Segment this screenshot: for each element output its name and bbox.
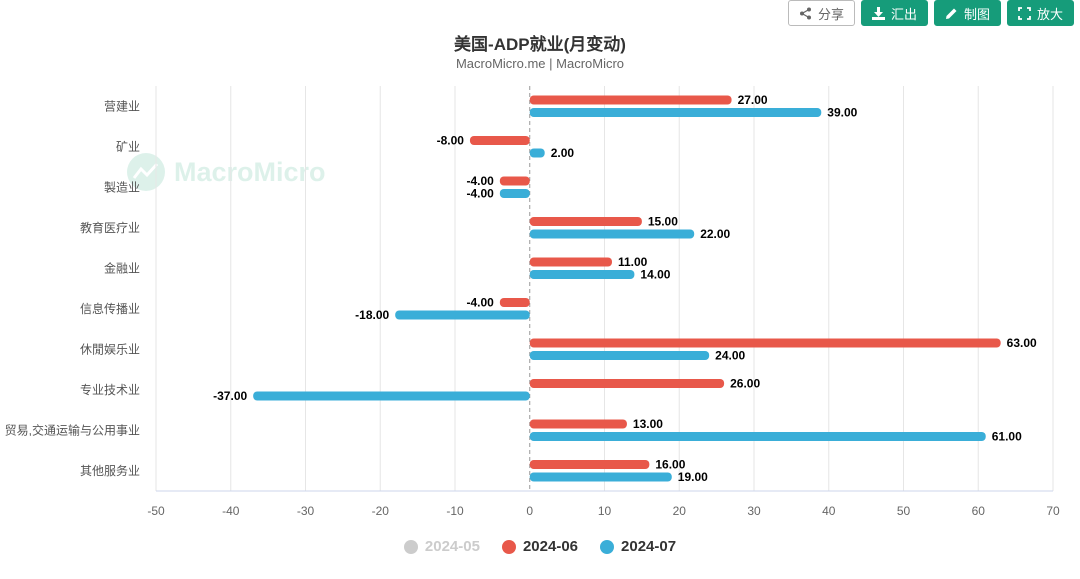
bar-2024-07 <box>529 270 635 279</box>
category-label: 其他服务业 <box>80 463 140 478</box>
x-tick-label: 70 <box>1046 504 1060 518</box>
legend-label: 2024-07 <box>621 538 677 555</box>
legend-item-2024-05[interactable]: 2024-05 <box>403 538 480 555</box>
bar-2024-06 <box>529 338 1001 348</box>
bar-2024-07 <box>253 391 530 401</box>
chart-legend: 2024-05 2024-06 2024-07 <box>0 538 1080 555</box>
pencil-icon <box>945 8 957 19</box>
bar-2024-06 <box>529 257 612 267</box>
x-tick-label: 60 <box>972 504 986 518</box>
data-label: 11.00 <box>618 255 648 269</box>
share-icon <box>799 7 811 19</box>
chart-toolbar: 分享 汇出 制图 放大 <box>787 0 1074 26</box>
bar-2024-06 <box>469 136 530 145</box>
bar-2024-06 <box>529 460 650 469</box>
x-tick-label: 40 <box>822 504 836 518</box>
data-label: -4.00 <box>466 296 494 310</box>
share-label: 分享 <box>817 6 844 22</box>
data-label: 26.00 <box>730 377 760 391</box>
expand-icon <box>1018 6 1031 20</box>
bar-2024-07 <box>529 108 822 117</box>
legend-marker <box>403 539 418 554</box>
data-label: 24.00 <box>715 349 745 363</box>
category-label: 休閒娱乐业 <box>80 342 140 356</box>
chart-subtitle: MacroMicro.me | MacroMicro <box>455 56 625 71</box>
data-label: 13.00 <box>633 417 663 431</box>
chart-title: 美国-ADP就业(月变动) <box>454 35 626 54</box>
data-label: 15.00 <box>648 215 678 229</box>
legend-label: 2024-05 <box>424 538 480 555</box>
bar-2024-07 <box>529 229 695 239</box>
bar-2024-07 <box>395 310 530 320</box>
draw-label: 制图 <box>963 6 990 22</box>
share-button[interactable]: 分享 <box>787 0 855 26</box>
x-tick-label: -40 <box>222 504 240 518</box>
bar-2024-07 <box>499 189 530 198</box>
data-label: -18.00 <box>355 308 389 322</box>
x-tick-label: 50 <box>897 504 911 518</box>
bar-2024-06 <box>529 95 732 105</box>
watermark-text: MacroMicro <box>174 156 326 187</box>
bar-2024-07 <box>529 432 986 441</box>
bar-chart: -50 -40 -30 -20 -10 0 10 20 30 40 50 60 70 营建业 27.00 39… <box>5 86 1060 518</box>
legend-label: 2024-06 <box>522 538 579 555</box>
data-label: 19.00 <box>678 470 708 484</box>
data-label: 22.00 <box>700 227 730 241</box>
category-label: 营建业 <box>104 99 140 113</box>
data-label: -37.00 <box>213 389 247 403</box>
data-label: -4.00 <box>466 187 494 201</box>
zoom-label: 放大 <box>1036 6 1063 22</box>
x-tick-label: 30 <box>747 504 761 518</box>
bar-2024-07 <box>529 148 545 158</box>
data-label: 16.00 <box>655 458 685 472</box>
category-label: 矿业 <box>116 140 140 154</box>
x-tick-label: 0 <box>526 504 533 518</box>
x-tick-label: -10 <box>446 504 464 518</box>
data-label: 61.00 <box>992 430 1022 444</box>
bar-2024-06 <box>529 419 627 429</box>
bar-2024-06 <box>499 176 530 186</box>
x-tick-label: -30 <box>297 504 315 518</box>
x-tick-label: 20 <box>673 504 687 518</box>
draw-button[interactable]: 制图 <box>933 0 1001 26</box>
bar-2024-06 <box>529 217 642 226</box>
x-tick-label: -20 <box>372 504 390 518</box>
export-label: 汇出 <box>890 6 917 22</box>
export-button[interactable]: 汇出 <box>860 0 928 26</box>
x-tick-label: -50 <box>147 504 165 518</box>
category-label: 教育医疗业 <box>80 220 140 235</box>
data-label: 2.00 <box>551 146 575 160</box>
category-label: 贸易,交通运输与公用事业 <box>5 422 140 437</box>
bar-2024-07 <box>529 351 710 360</box>
data-label: -4.00 <box>466 174 494 188</box>
legend-marker <box>501 539 516 554</box>
data-label: 27.00 <box>738 93 768 107</box>
data-label: -8.00 <box>437 134 465 148</box>
download-icon <box>871 6 885 20</box>
category-label: 製造业 <box>104 180 140 194</box>
category-label: 信息传播业 <box>80 301 140 316</box>
legend-marker <box>600 539 615 554</box>
data-label: 14.00 <box>640 268 670 282</box>
data-label: 63.00 <box>1007 336 1037 350</box>
bar-2024-06 <box>499 298 530 307</box>
bar-2024-07 <box>529 472 672 482</box>
legend-item-2024-07[interactable]: 2024-07 <box>600 538 676 555</box>
x-tick-label: 10 <box>598 504 612 518</box>
category-label: 金融业 <box>104 260 140 275</box>
legend-item-2024-06[interactable]: 2024-06 <box>501 538 579 555</box>
zoom-button[interactable]: 放大 <box>1006 0 1074 26</box>
data-label: 39.00 <box>827 106 857 120</box>
bar-2024-06 <box>529 379 725 388</box>
category-label: 专业技术业 <box>80 382 140 397</box>
